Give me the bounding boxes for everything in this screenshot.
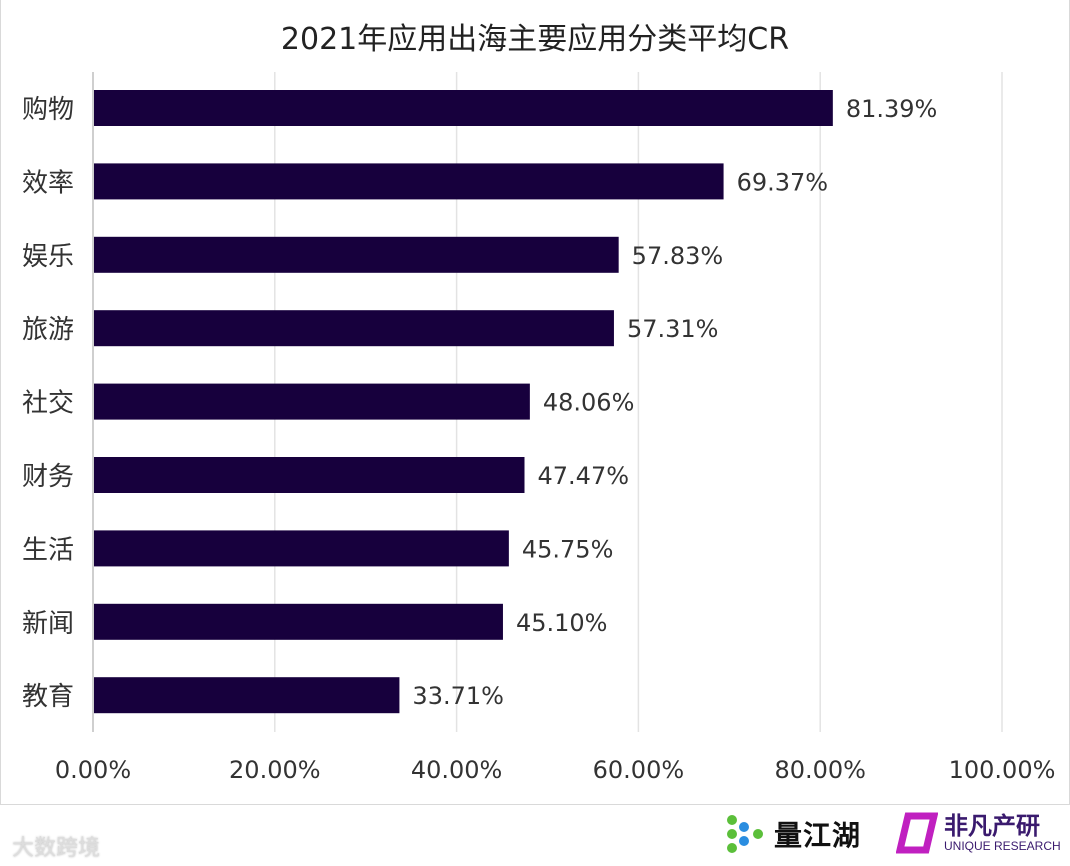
liangjianghu-logo: 量江湖 [722,812,861,856]
category-label: 社交 [22,389,74,419]
category-label: 购物 [22,95,74,125]
data-label: 33.71% [412,682,504,710]
bar [94,310,614,347]
x-tick-label: 60.00% [593,756,685,784]
bar [94,677,400,714]
liangjianghu-logo-icon [727,815,763,853]
data-label: 47.47% [538,462,630,490]
data-label: 45.75% [522,535,614,563]
category-label: 娱乐 [22,242,74,272]
watermark-text: 大数跨境 [12,836,101,861]
category-label: 生活 [22,535,74,565]
data-label: 57.31% [627,315,719,343]
bar [94,457,525,493]
bar [94,90,833,126]
x-tick-label: 0.00% [55,756,131,784]
chart-title: 2021年应用出海主要应用分类平均CR [280,22,790,57]
bar [94,163,724,200]
bar [94,603,503,640]
category-label: 财务 [22,462,74,492]
data-label: 45.10% [516,609,608,637]
data-label: 81.39% [846,95,938,123]
bar-chart: 0.00% 20.00% 40.00% 60.00% 80.00% 100.00% 81.3… [22,72,1056,784]
data-label: 57.83% [632,242,724,270]
category-label: 新闻 [22,609,74,639]
x-tick-label: 40.00% [411,756,503,784]
unique-research-logo-icon [896,812,938,854]
data-label: 48.06% [543,389,635,417]
bar [94,383,530,420]
data-label: 69.37% [737,168,829,196]
bar [94,530,509,567]
x-tick-label: 20.00% [229,756,321,784]
watermark: 大数跨境 [12,830,100,862]
bar [94,236,619,273]
category-label: 旅游 [22,315,74,345]
category-label: 效率 [22,168,74,198]
liangjianghu-logo-text: 量江湖 [774,819,862,852]
x-tick-label: 100.00% [949,756,1056,784]
unique-research-en: UNIQUE RESEARCH [944,839,1061,853]
unique-research-cn: 非凡产研 [944,812,1040,840]
category-label: 教育 [22,682,74,712]
x-tick-label: 80.00% [774,756,866,784]
unique-research-logo: 非凡产研 UNIQUE RESEARCH [896,812,1061,854]
